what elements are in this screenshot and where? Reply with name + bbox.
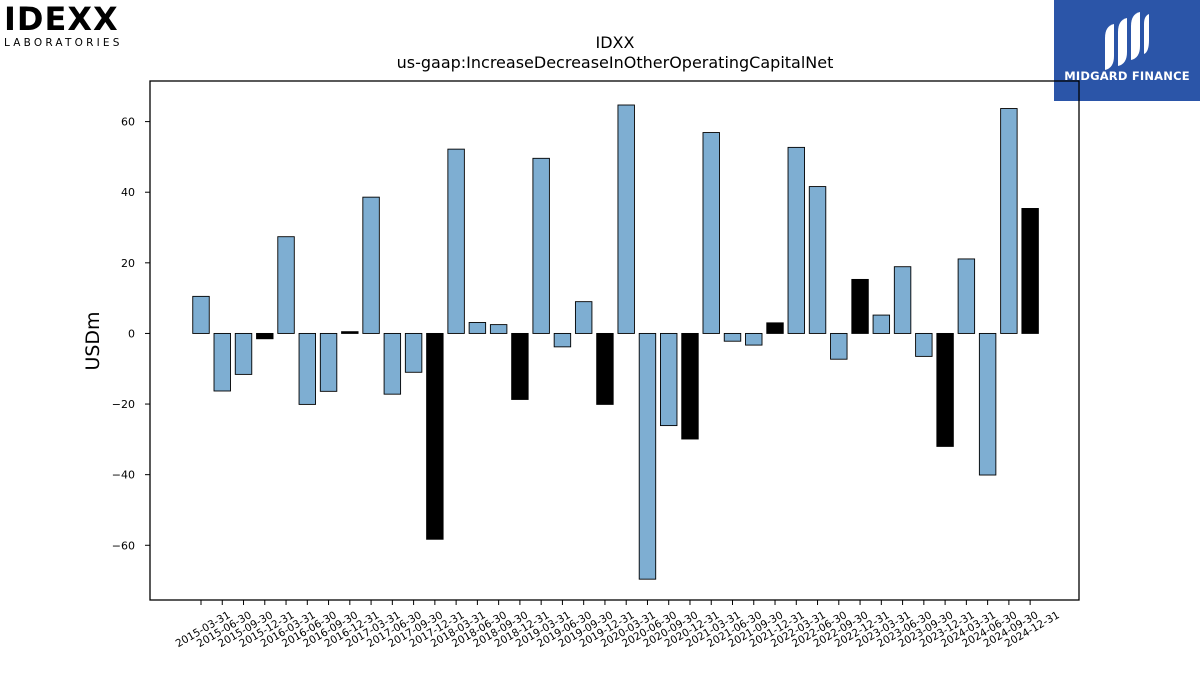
- bar-2019-09-30: [574, 301, 593, 334]
- bar-2023-09-30: [915, 332, 933, 357]
- bar-2020-09-30: [660, 332, 678, 427]
- bar-2017-09-30: [404, 332, 423, 373]
- bar-2024-03-31: [957, 258, 976, 334]
- chart-title: IDXX: [596, 33, 635, 52]
- bar-2020-06-30: [638, 332, 657, 580]
- y-tick-label: −60: [112, 539, 135, 552]
- y-axis-label: USDm: [82, 311, 104, 370]
- bars-group: [192, 104, 1039, 580]
- bar-2016-12-31: [341, 331, 359, 334]
- bar-2017-12-31: [426, 332, 444, 540]
- bar-2021-03-31: [702, 132, 720, 334]
- bar-2020-03-31: [617, 104, 635, 334]
- bar-2022-06-30: [808, 186, 827, 334]
- bar-2023-12-31: [936, 332, 954, 447]
- bar-2018-12-31: [511, 332, 529, 400]
- bar-2023-03-31: [872, 314, 891, 334]
- bar-2024-06-30: [978, 332, 997, 476]
- bar-2019-06-30: [553, 332, 572, 348]
- bar-2021-06-30: [723, 332, 742, 342]
- bar-2022-03-31: [787, 146, 805, 334]
- bar-2016-03-31: [277, 236, 295, 334]
- bar-2015-09-30: [234, 332, 253, 375]
- bar-2018-09-30: [489, 324, 508, 334]
- idexx-logo-wordmark: IDEXX: [4, 0, 119, 38]
- idexx-logo: IDEXX LABORATORIES: [4, 0, 154, 50]
- bar-2017-06-30: [383, 332, 402, 395]
- bar-2015-03-31: [192, 295, 210, 334]
- chart-subtitle: us-gaap:IncreaseDecreaseInOtherOperating…: [397, 53, 834, 72]
- y-tick-label: 60: [121, 116, 135, 129]
- bar-2021-09-30: [745, 332, 763, 346]
- y-tick-label: 40: [121, 186, 135, 199]
- bar-2016-06-30: [298, 332, 316, 405]
- bar-2024-12-31: [1021, 208, 1039, 334]
- plot-frame: [149, 80, 1080, 601]
- y-axis: −60 −40 −20 0 20 40 60: [112, 116, 150, 552]
- x-axis: 2015-03-312015-06-302015-09-302015-12-31…: [174, 600, 1062, 650]
- midgard-logo-text: MIDGARD FINANCE: [1064, 69, 1190, 83]
- midgard-m-icon: [1105, 12, 1149, 70]
- y-tick-label: −20: [112, 398, 135, 411]
- y-tick-label: 20: [121, 257, 135, 270]
- bar-2022-09-30: [830, 332, 848, 360]
- midgard-finance-logo: MIDGARD FINANCE: [1054, 0, 1200, 101]
- y-tick-label: 0: [128, 327, 135, 340]
- y-tick-label: −40: [112, 469, 135, 482]
- idexx-logo-subtitle: LABORATORIES: [4, 37, 123, 49]
- bar-2019-03-31: [532, 157, 550, 334]
- bar-2015-12-31: [256, 332, 274, 340]
- bar-2018-06-30: [468, 322, 487, 334]
- bar-2017-03-31: [362, 196, 380, 334]
- bar-2016-09-30: [319, 332, 338, 392]
- bar-2018-03-31: [447, 148, 465, 334]
- bar-2021-12-31: [766, 322, 784, 334]
- bar-2023-06-30: [893, 266, 912, 334]
- bar-2020-12-31: [681, 332, 699, 440]
- bar-2015-06-30: [213, 332, 231, 392]
- bar-2024-09-30: [1000, 108, 1018, 334]
- bar-2022-12-31: [851, 278, 869, 334]
- bar-2019-12-31: [596, 332, 614, 405]
